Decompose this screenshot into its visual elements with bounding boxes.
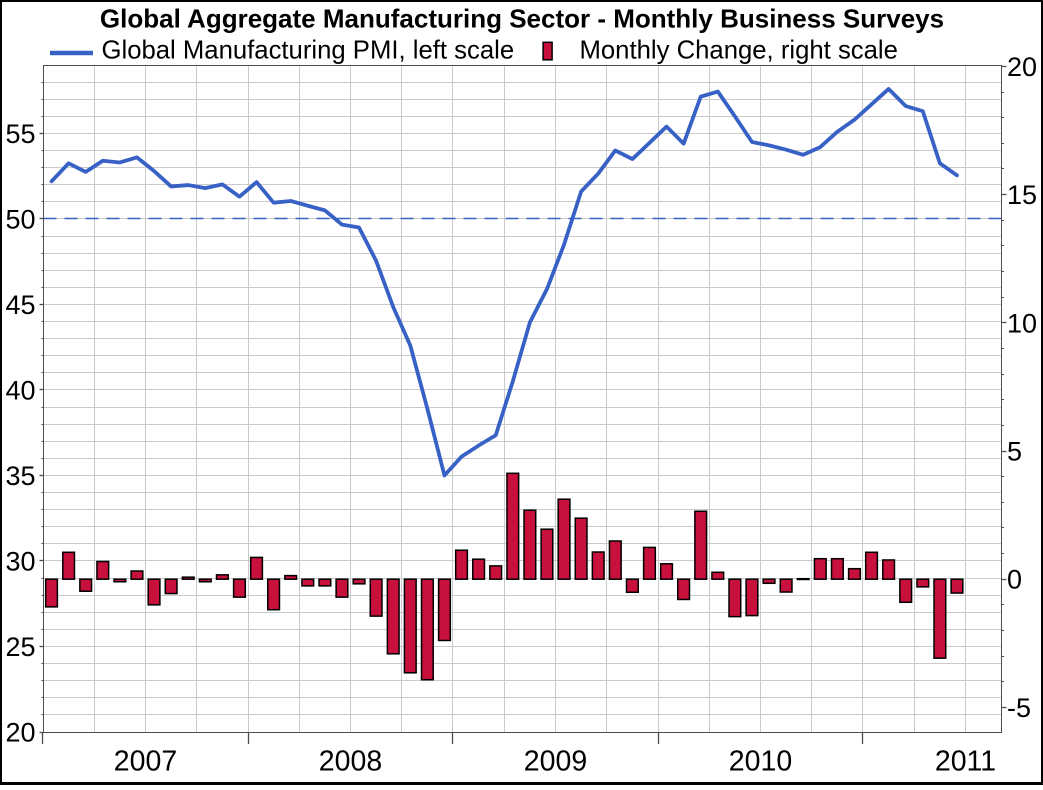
- svg-text:55: 55: [5, 119, 35, 149]
- svg-text:2010: 2010: [729, 746, 792, 778]
- svg-text:Global Aggregate Manufacturing: Global Aggregate Manufacturing Sector - …: [100, 4, 944, 34]
- svg-text:2011: 2011: [935, 746, 996, 778]
- svg-text:15: 15: [1007, 180, 1037, 210]
- svg-text:Monthly Change, right scale: Monthly Change, right scale: [580, 37, 898, 65]
- svg-text:2007: 2007: [114, 746, 177, 778]
- svg-text:20: 20: [1007, 52, 1037, 82]
- svg-text:25: 25: [5, 632, 35, 662]
- svg-text:2008: 2008: [319, 746, 382, 778]
- svg-text:2009: 2009: [524, 746, 587, 778]
- svg-text:35: 35: [5, 461, 35, 491]
- svg-text:45: 45: [5, 290, 35, 320]
- svg-text:Global Manufacturing PMI, left: Global Manufacturing PMI, left scale: [102, 37, 515, 65]
- svg-text:50: 50: [5, 204, 35, 234]
- svg-text:0: 0: [1007, 565, 1022, 595]
- svg-text:-5: -5: [1007, 693, 1031, 723]
- svg-text:10: 10: [1007, 308, 1037, 338]
- svg-text:30: 30: [5, 547, 35, 577]
- svg-text:5: 5: [1007, 437, 1022, 467]
- svg-text:20: 20: [5, 718, 35, 748]
- svg-text:40: 40: [5, 375, 35, 405]
